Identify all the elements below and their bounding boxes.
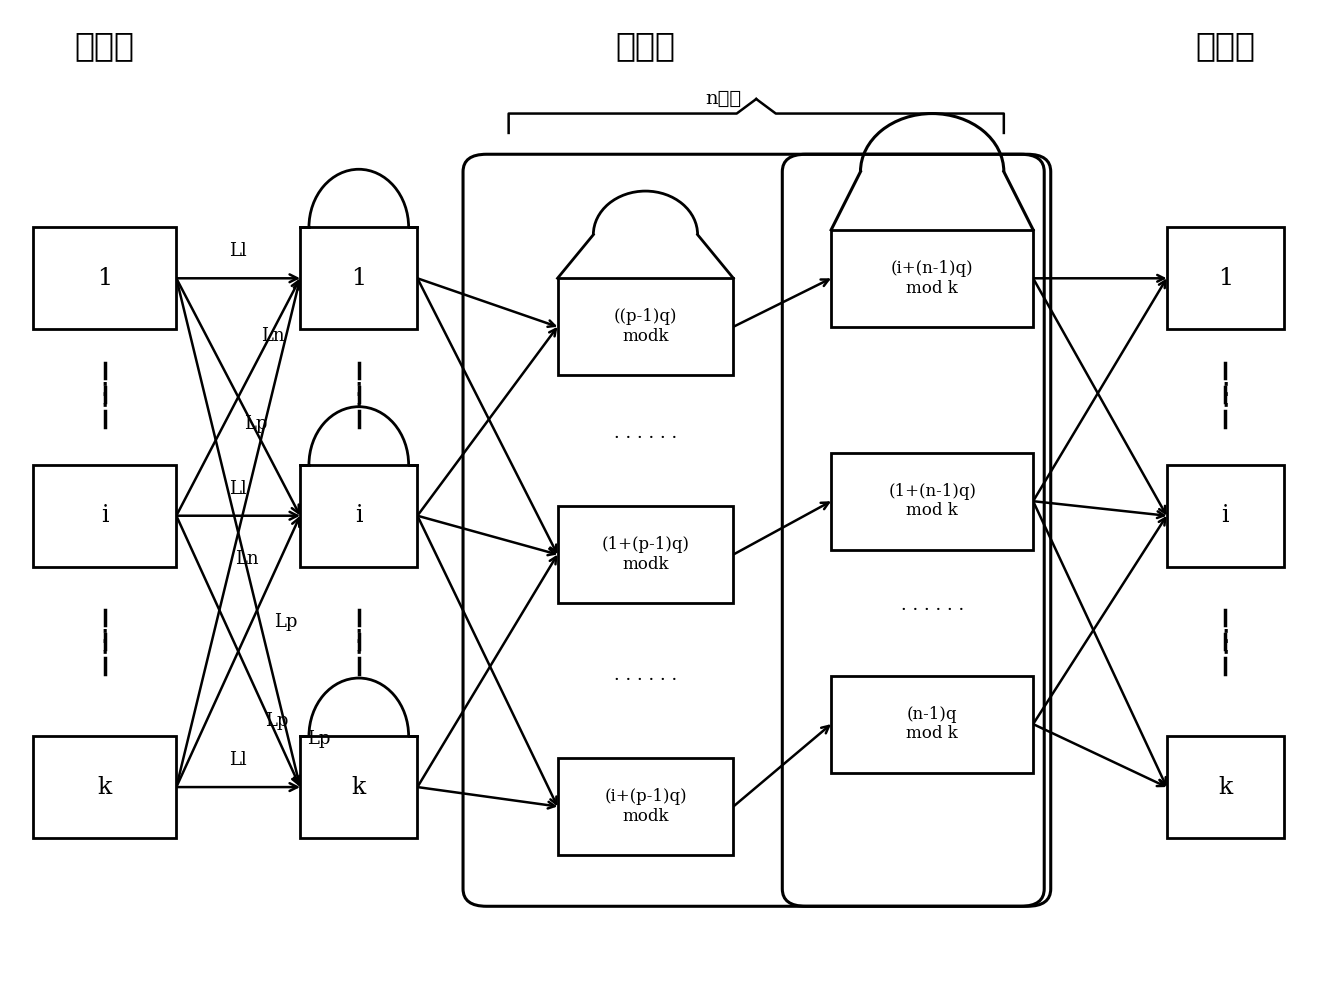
Text: (i+(n-1)q)
mod k: (i+(n-1)q) mod k bbox=[890, 260, 973, 297]
FancyBboxPatch shape bbox=[33, 465, 176, 566]
Text: Lp: Lp bbox=[244, 415, 267, 433]
Text: Ll: Ll bbox=[229, 751, 248, 769]
Text: n个环: n个环 bbox=[706, 90, 741, 108]
Text: ⋮: ⋮ bbox=[344, 627, 374, 657]
FancyBboxPatch shape bbox=[1167, 227, 1284, 329]
Text: k: k bbox=[352, 776, 366, 798]
FancyBboxPatch shape bbox=[1167, 736, 1284, 838]
FancyBboxPatch shape bbox=[300, 465, 417, 566]
Text: Lp: Lp bbox=[265, 712, 288, 730]
Text: 第二级: 第二级 bbox=[615, 29, 676, 62]
Text: Ln: Ln bbox=[234, 550, 258, 568]
Text: Ll: Ll bbox=[229, 480, 248, 497]
Text: (1+(p-1)q)
modk: (1+(p-1)q) modk bbox=[602, 536, 690, 573]
Text: ⋮: ⋮ bbox=[1210, 380, 1241, 409]
Text: i: i bbox=[1222, 504, 1229, 527]
FancyBboxPatch shape bbox=[557, 278, 734, 376]
Text: · · · · · ·: · · · · · · bbox=[901, 601, 964, 618]
FancyBboxPatch shape bbox=[300, 736, 417, 838]
Text: 1: 1 bbox=[1218, 266, 1233, 290]
FancyBboxPatch shape bbox=[33, 736, 176, 838]
Text: Ll: Ll bbox=[229, 242, 248, 260]
FancyBboxPatch shape bbox=[1167, 465, 1284, 566]
Text: · · · · · ·: · · · · · · bbox=[614, 430, 677, 447]
Text: (1+(n-1)q)
mod k: (1+(n-1)q) mod k bbox=[888, 483, 976, 519]
Text: 第三级: 第三级 bbox=[1196, 29, 1255, 62]
Text: k: k bbox=[97, 776, 112, 798]
FancyBboxPatch shape bbox=[831, 230, 1033, 326]
Text: ⋮: ⋮ bbox=[344, 380, 374, 409]
FancyBboxPatch shape bbox=[831, 453, 1033, 549]
Text: 1: 1 bbox=[352, 266, 366, 290]
Text: · · · · · ·: · · · · · · bbox=[614, 671, 677, 689]
Text: ⋮: ⋮ bbox=[90, 380, 120, 409]
Text: Lp: Lp bbox=[307, 729, 331, 748]
FancyBboxPatch shape bbox=[831, 675, 1033, 773]
Text: 第一级: 第一级 bbox=[75, 29, 134, 62]
FancyBboxPatch shape bbox=[557, 506, 734, 603]
Text: (i+(p-1)q)
modk: (i+(p-1)q) modk bbox=[605, 788, 686, 825]
Text: i: i bbox=[101, 504, 108, 527]
Text: k: k bbox=[1218, 776, 1233, 798]
FancyBboxPatch shape bbox=[300, 227, 417, 329]
Text: Lp: Lp bbox=[274, 613, 298, 631]
FancyBboxPatch shape bbox=[33, 227, 176, 329]
Text: i: i bbox=[356, 504, 362, 527]
FancyBboxPatch shape bbox=[557, 758, 734, 855]
Text: ⋮: ⋮ bbox=[1210, 627, 1241, 657]
Text: ⋮: ⋮ bbox=[90, 627, 120, 657]
Text: 1: 1 bbox=[97, 266, 112, 290]
Text: (n-1)q
mod k: (n-1)q mod k bbox=[906, 706, 957, 742]
Text: ((p-1)q)
modk: ((p-1)q) modk bbox=[614, 309, 677, 345]
Text: Ln: Ln bbox=[261, 327, 284, 345]
